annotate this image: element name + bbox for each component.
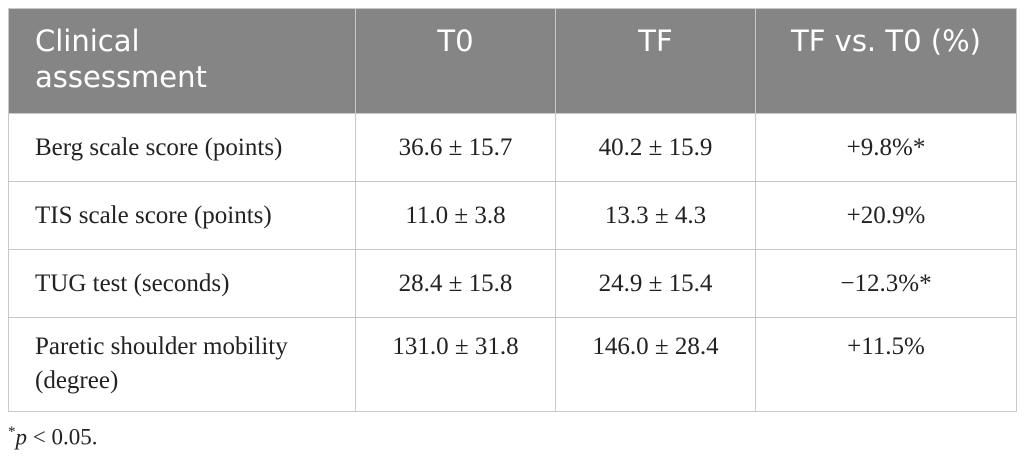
header-row: Clinical assessment T0 TF TF vs. T0 (%) xyxy=(8,8,1017,114)
footnote-symbol: * xyxy=(8,424,16,440)
table-cell: 146.0 ± 28.4 xyxy=(555,317,756,412)
footnote-condition: < 0.05. xyxy=(27,424,98,450)
header-text: Clinical assessment xyxy=(35,24,207,94)
row-label: Paretic shoulder mobility (degree) xyxy=(8,317,356,412)
table-cell: 28.4 ± 15.8 xyxy=(355,249,556,318)
table-cell: +9.8%* xyxy=(755,113,1017,182)
table-cell: +20.9% xyxy=(755,181,1017,250)
table-row: TUG test (seconds) 28.4 ± 15.8 24.9 ± 15.4… xyxy=(8,249,1017,318)
table-cell: 131.0 ± 31.8 xyxy=(355,317,556,412)
table-body: Berg scale score (points) 36.6 ± 15.7 40.2… xyxy=(8,113,1017,412)
table-cell: 11.0 ± 3.8 xyxy=(355,181,556,250)
row-label: TIS scale score (points) xyxy=(8,181,356,250)
header-cell: TF xyxy=(555,8,756,114)
results-table: Clinical assessment T0 TF TF vs. T0 (%) … xyxy=(8,8,1017,412)
table-cell: 36.6 ± 15.7 xyxy=(355,113,556,182)
row-label: Berg scale score (points) xyxy=(8,113,356,182)
header-cell: T0 xyxy=(355,8,556,114)
header-cell: Clinical assessment xyxy=(8,8,356,114)
table-row: Paretic shoulder mobility (degree) 131.0 … xyxy=(8,317,1017,412)
table-cell: +11.5% xyxy=(755,317,1017,412)
table-row: TIS scale score (points) 11.0 ± 3.8 13.3 ±… xyxy=(8,181,1017,250)
footnote: *p < 0.05. xyxy=(8,424,97,451)
table-cell: −12.3%* xyxy=(755,249,1017,318)
table-cell: 24.9 ± 15.4 xyxy=(555,249,756,318)
header-cell: TF vs. T0 (%) xyxy=(755,8,1017,114)
table-cell: 13.3 ± 4.3 xyxy=(555,181,756,250)
table-cell: 40.2 ± 15.9 xyxy=(555,113,756,182)
table-row: Berg scale score (points) 36.6 ± 15.7 40.2… xyxy=(8,113,1017,182)
row-label: TUG test (seconds) xyxy=(8,249,356,318)
footnote-variable: p xyxy=(15,424,28,450)
